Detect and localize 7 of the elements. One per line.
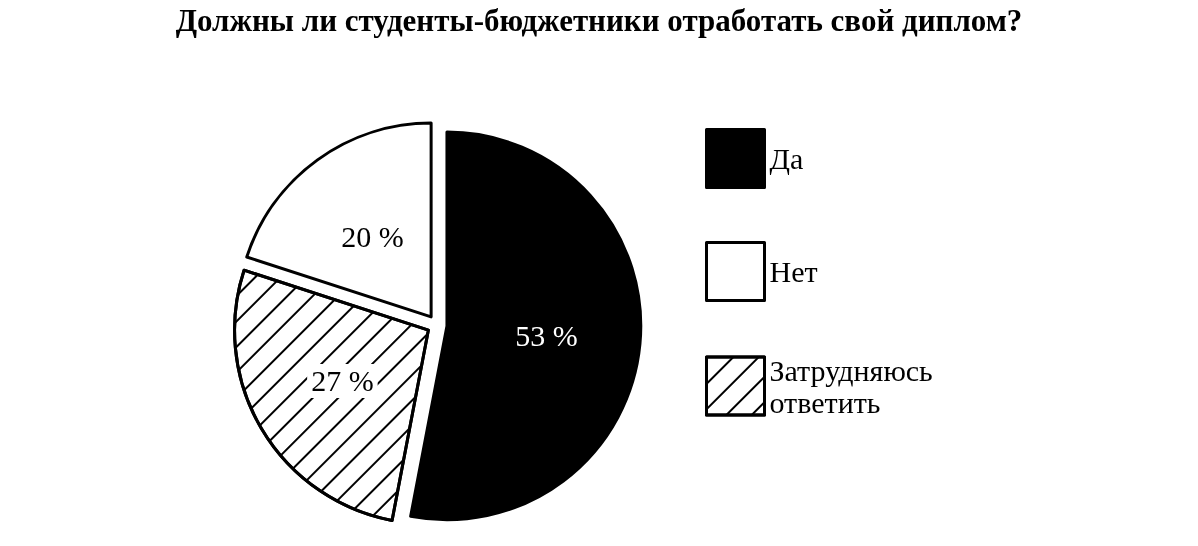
data-label: 27 % xyxy=(311,364,374,398)
legend-label: Затрудняюсь ответить xyxy=(769,353,933,419)
legend-label: Да xyxy=(769,142,804,175)
data-label: 20 % xyxy=(341,219,404,253)
chart-title: Должны ли студенты-бюджетники отработать свой диплом? xyxy=(175,3,1023,38)
data-label: 53 % xyxy=(515,318,578,352)
legend-label: Нет xyxy=(769,255,818,288)
